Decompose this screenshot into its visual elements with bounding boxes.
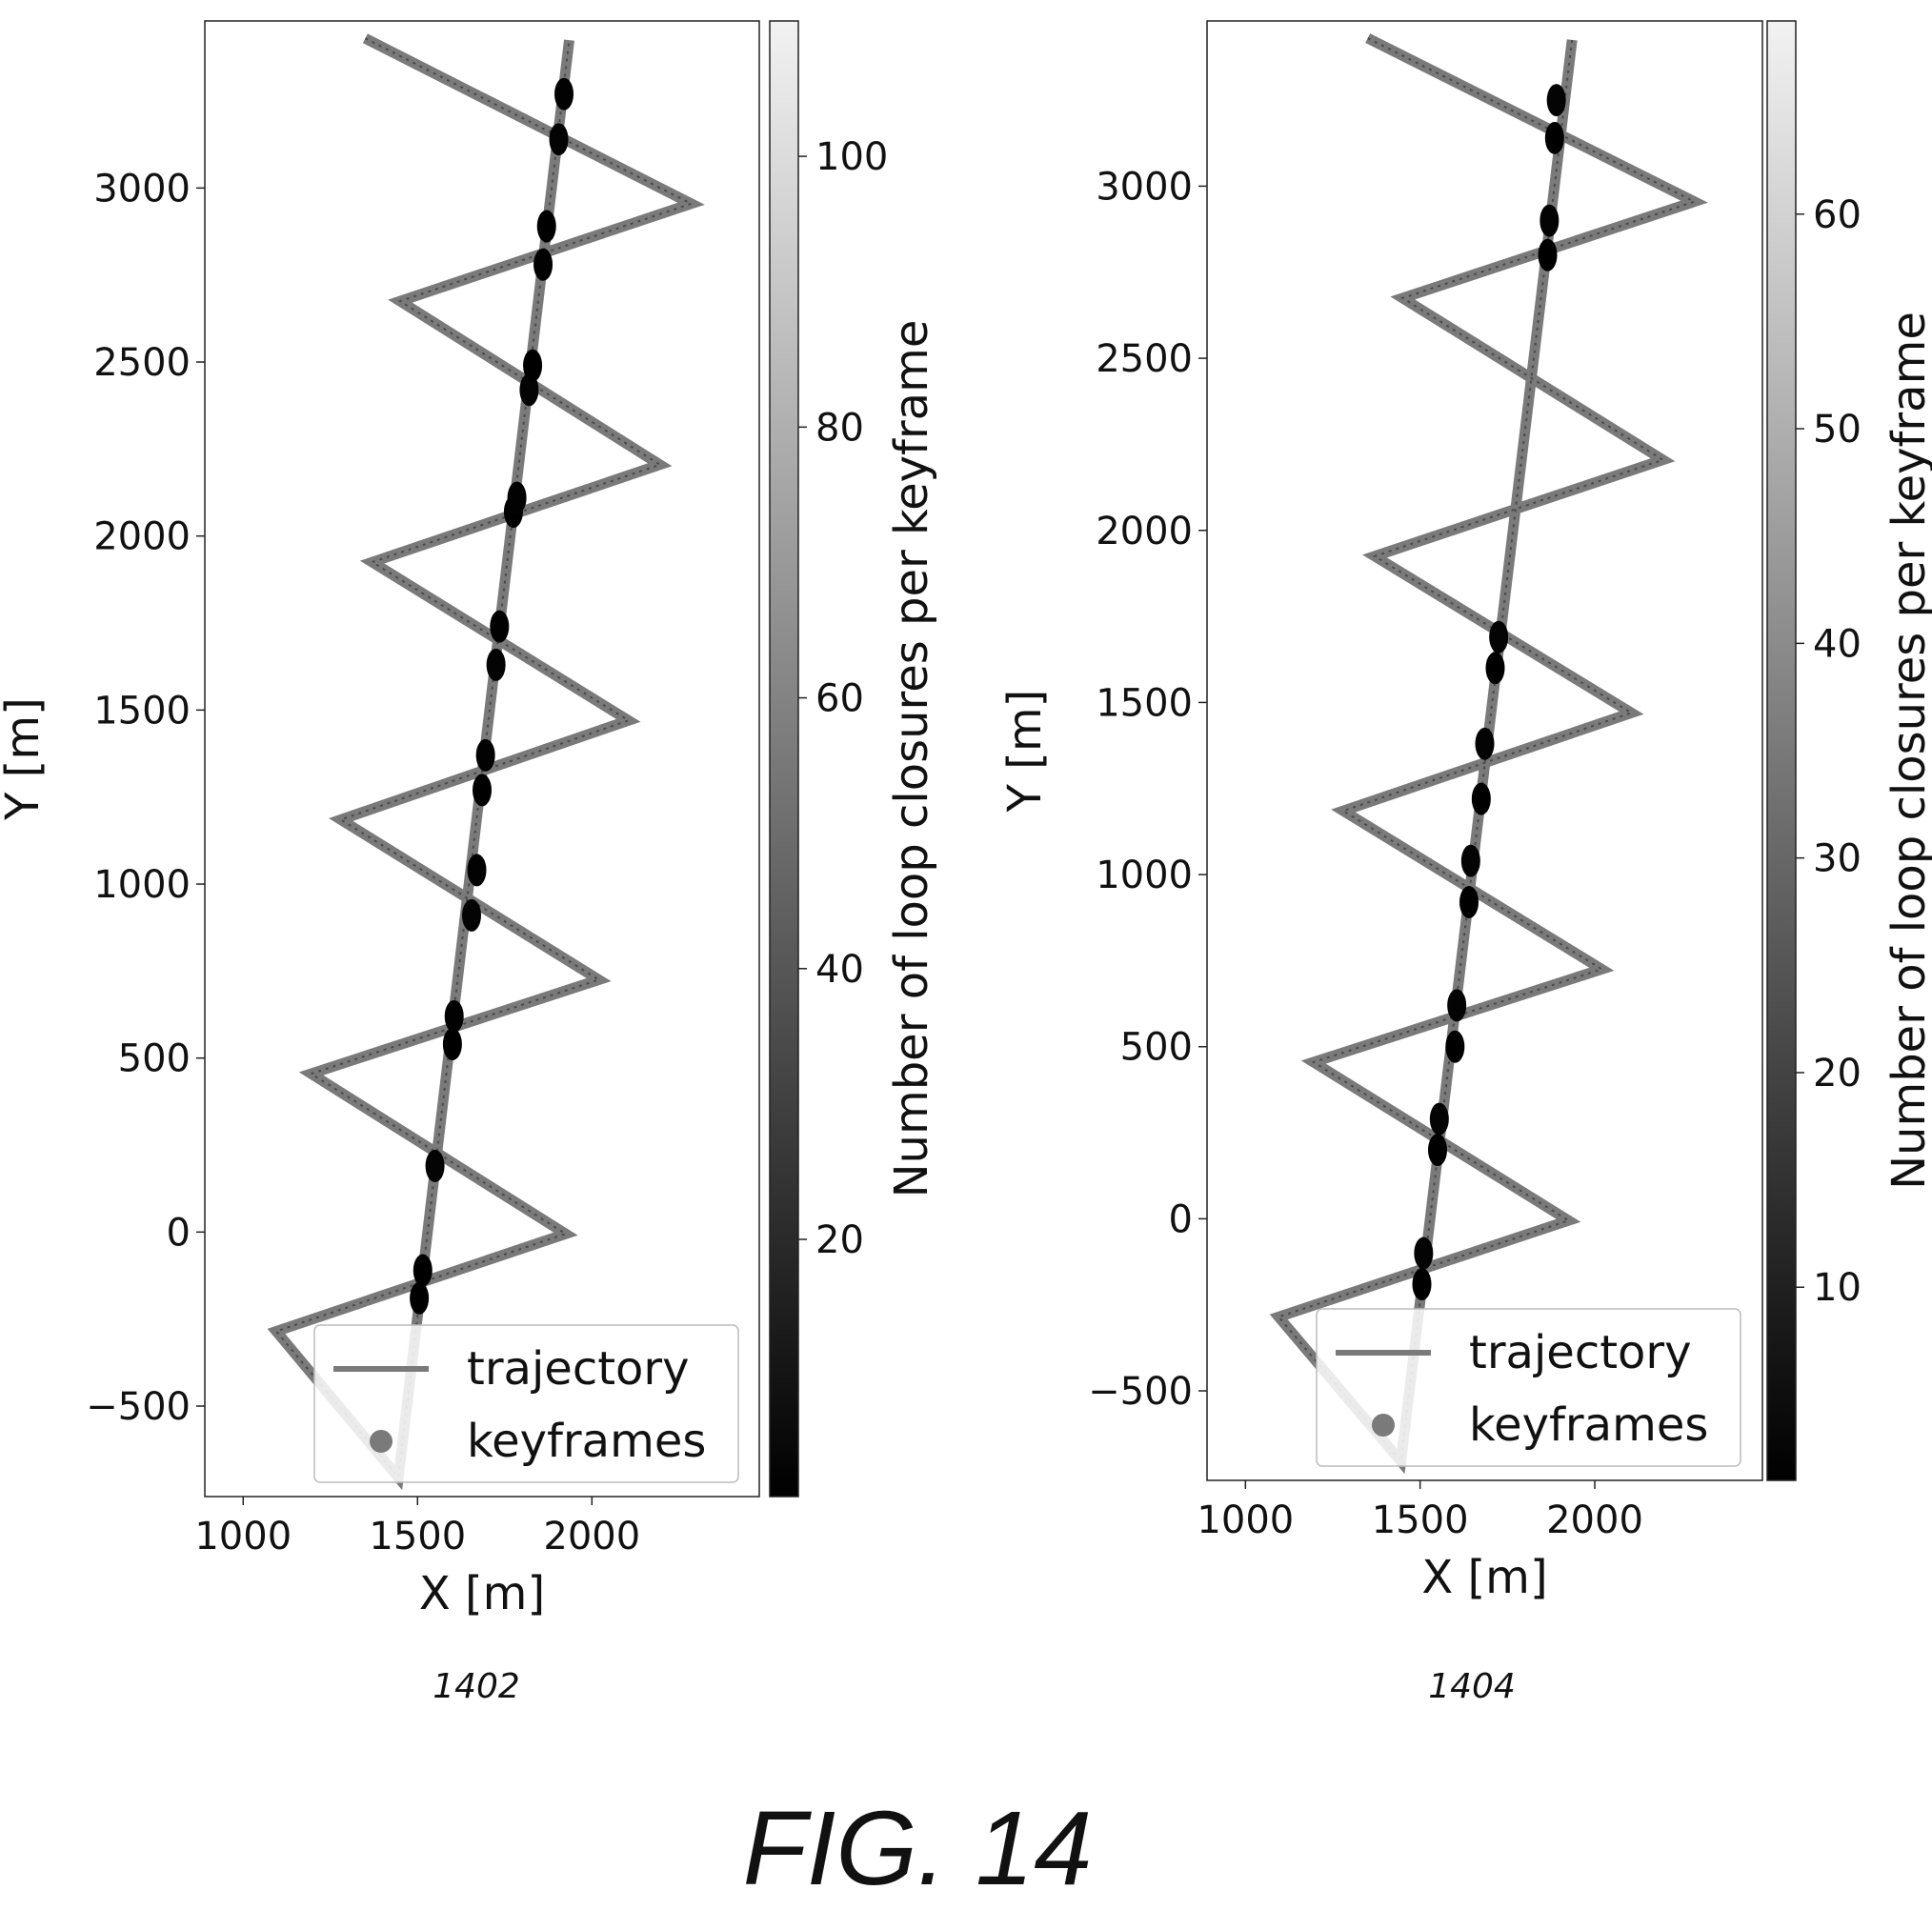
colorbar-tick-label: 80: [815, 406, 864, 450]
keyframe-point: [1428, 1134, 1447, 1167]
colorbar-label: Number of loop closures per keyframe: [885, 320, 938, 1198]
keyframe-point: [1412, 1268, 1432, 1301]
y-tick-label: 500: [1120, 1026, 1193, 1070]
y-tick-label: 500: [118, 1037, 191, 1081]
y-tick-label: 2000: [93, 515, 191, 559]
legend-keyframes-swatch: [370, 1430, 392, 1453]
panel-label: 1404: [1428, 1667, 1516, 1706]
colorbar-tick-label: 50: [1813, 408, 1862, 452]
x-axis-label: X [m]: [1421, 1551, 1547, 1604]
keyframe-point: [462, 898, 482, 932]
colorbar-tick-label: 60: [815, 677, 864, 721]
plot-frame: [204, 20, 760, 1498]
y-tick-label: 1500: [93, 689, 191, 733]
keyframe-point: [1414, 1236, 1434, 1270]
colorbar-tick-label: 10: [1813, 1266, 1862, 1310]
y-tick-label: 1000: [93, 863, 191, 907]
y-tick-label: 1500: [1096, 681, 1193, 725]
keyframe-point: [1459, 885, 1479, 918]
trajectory-line-texture: [274, 37, 694, 1480]
y-tick-label: 3000: [1096, 165, 1193, 209]
y-tick-label: −500: [1088, 1370, 1193, 1414]
colorbar-tick-label: 40: [815, 948, 864, 992]
x-tick-label: 1000: [1197, 1498, 1294, 1542]
keyframe-point: [554, 77, 574, 111]
y-axis-label: Y [m]: [998, 690, 1052, 814]
keyframe-point: [1546, 84, 1566, 117]
figure-caption: FIG. 14: [743, 1790, 1093, 1907]
y-tick-label: 3000: [93, 167, 191, 211]
keyframe-point: [1489, 620, 1509, 653]
keyframe-point: [444, 999, 464, 1033]
keyframe-point: [1475, 727, 1495, 760]
x-tick-label: 1500: [369, 1515, 466, 1558]
plot-frame: [1206, 20, 1763, 1481]
colorbar-tick-label: 100: [815, 135, 888, 179]
keyframe-point: [1544, 121, 1564, 154]
legend-trajectory-label: trajectory: [1469, 1326, 1692, 1379]
y-tick-label: 0: [1169, 1197, 1193, 1241]
keyframe-point: [1485, 652, 1505, 685]
keyframe-point: [1460, 844, 1480, 877]
y-axis-label: Y [m]: [0, 697, 50, 821]
x-tick-label: 1000: [194, 1515, 292, 1558]
legend-keyframes-label: keyframes: [467, 1415, 706, 1468]
legend-trajectory-label: trajectory: [467, 1342, 690, 1396]
keyframe-point: [475, 738, 495, 772]
x-tick-label: 2000: [543, 1515, 640, 1558]
legend-keyframes-swatch: [1372, 1414, 1395, 1437]
colorbar-label: Number of loop closures per keyframe: [1882, 312, 1932, 1190]
keyframe-point: [442, 1028, 462, 1061]
panel-label: 1402: [433, 1667, 520, 1706]
keyframe-point: [1538, 238, 1558, 271]
keyframe-point: [473, 774, 492, 807]
colorbar-tick-label: 20: [815, 1218, 864, 1262]
keyframe-point: [486, 648, 506, 681]
y-tick-label: 2500: [93, 341, 191, 385]
y-tick-label: −500: [86, 1385, 191, 1429]
keyframe-point: [519, 373, 539, 407]
keyframe-point: [1471, 782, 1491, 815]
keyframe-point: [536, 210, 556, 243]
keyframe-point: [1540, 204, 1560, 237]
keyframe-point: [549, 123, 569, 156]
keyframe-point: [410, 1281, 430, 1315]
keyframe-point: [413, 1254, 433, 1287]
keyframe-point: [1447, 989, 1467, 1022]
colorbar-tick-label: 60: [1813, 193, 1862, 237]
colorbar: [1766, 20, 1797, 1481]
x-tick-label: 1500: [1372, 1498, 1469, 1542]
trajectory-line-texture: [1277, 37, 1698, 1464]
keyframe-point: [467, 854, 487, 887]
keyframe-point: [1429, 1102, 1449, 1136]
x-tick-label: 2000: [1546, 1498, 1643, 1542]
y-tick-label: 1000: [1096, 854, 1193, 897]
y-tick-label: 0: [167, 1211, 191, 1255]
legend-box: [313, 1324, 739, 1483]
panel-1404: 1000 1500 2000 −500 0 500 1000 1500 2000 2500 3000…: [998, 20, 1932, 1706]
keyframe-point: [490, 610, 510, 643]
keyframe-point: [533, 248, 553, 281]
x-axis-label: X [m]: [419, 1567, 545, 1620]
colorbar-tick-label: 20: [1813, 1052, 1862, 1096]
legend-keyframes-label: keyframes: [1469, 1398, 1708, 1452]
colorbar-tick-label: 30: [1813, 837, 1862, 881]
y-tick-label: 2000: [1096, 510, 1193, 553]
panel-1402: 1000 1500 2000 −500 0 500 1000 1500 2000 2500 3000…: [0, 20, 938, 1706]
keyframe-point: [1445, 1030, 1465, 1063]
keyframe-point: [425, 1149, 445, 1182]
keyframe-point: [507, 481, 527, 514]
colorbar-tick-label: 40: [1813, 622, 1862, 666]
keyframe-point: [523, 349, 543, 382]
legend-box: [1316, 1308, 1741, 1467]
colorbar: [769, 20, 799, 1498]
y-tick-label: 2500: [1096, 337, 1193, 381]
